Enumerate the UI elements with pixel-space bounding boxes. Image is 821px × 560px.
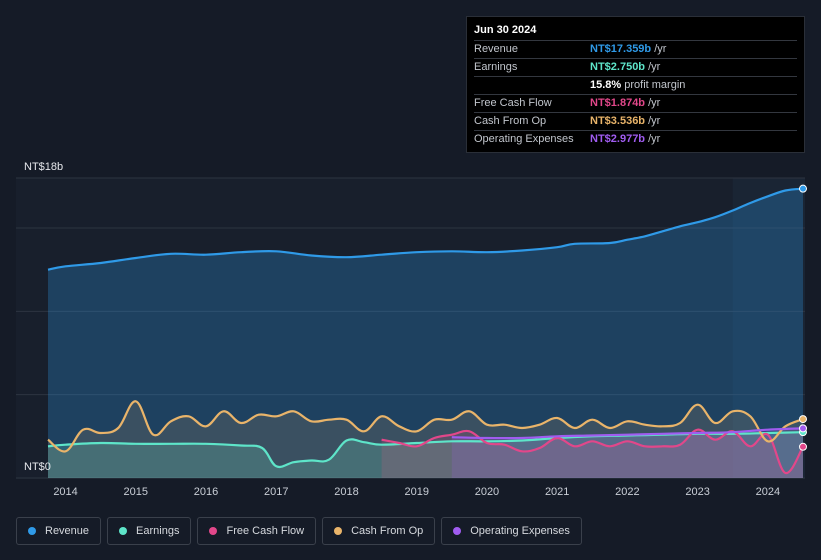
revenue-line	[47, 187, 804, 271]
free-cash-flow-area	[381, 429, 803, 478]
legend-dot-icon	[453, 527, 462, 535]
x-tick-2019: 2019	[404, 486, 428, 498]
tooltip-row-value: 15.8% profit margin	[590, 79, 686, 91]
tooltip-row-label: Earnings	[474, 61, 518, 73]
operating-expenses-line	[451, 427, 804, 440]
legend-label: Revenue	[45, 525, 90, 537]
tooltip-row: Earnings NT$2.750b /yr	[474, 58, 797, 76]
cash-from-op-endpoint	[799, 415, 807, 424]
x-tick-2020: 2020	[475, 486, 499, 498]
tooltip-row-label: Operating Expenses	[474, 133, 574, 145]
x-tick-2023: 2023	[685, 486, 709, 498]
operating-expenses-endpoint	[799, 424, 807, 433]
tooltip-row-label: Revenue	[474, 43, 519, 55]
tooltip-panel: Jun 30 2024 Revenue NT$17.359b /yr Earning…	[466, 16, 805, 153]
legend-item-earnings[interactable]: Earnings	[107, 517, 192, 545]
legend-item-operating-expenses[interactable]: Operating Expenses	[441, 517, 582, 545]
y-label-top: NT$18b	[24, 161, 63, 173]
x-tick-2021: 2021	[545, 486, 569, 498]
tooltip-row: Operating Expenses NT$2.977b /yr	[474, 130, 797, 148]
x-tick-2014: 2014	[53, 486, 77, 498]
legend-label: Earnings	[136, 525, 180, 537]
legend-label: Operating Expenses	[470, 525, 570, 537]
tooltip-row-value: NT$17.359b /yr	[590, 43, 667, 55]
tooltip-row-label	[474, 77, 590, 94]
tooltip-date: Jun 30 2024	[474, 24, 537, 36]
series-endpoints	[799, 184, 807, 451]
legend-dot-icon	[119, 527, 128, 535]
tooltip-row-value: NT$3.536b /yr	[590, 115, 661, 127]
tooltip-row: Free Cash Flow NT$1.874b /yr	[474, 94, 797, 112]
tooltip-row-value: NT$2.750b /yr	[590, 61, 661, 73]
cash-from-op-line	[47, 400, 804, 453]
revenue-area	[48, 188, 803, 478]
legend-label: Cash From Op	[351, 525, 424, 537]
legend-dot-icon	[209, 527, 218, 535]
x-tick-2016: 2016	[194, 486, 218, 498]
y-label-bottom: NT$0	[24, 461, 51, 473]
tooltip-row: Revenue NT$17.359b /yr	[474, 40, 797, 58]
x-tick-2015: 2015	[124, 486, 148, 498]
x-tick-2018: 2018	[334, 486, 358, 498]
tooltip-row-value: NT$2.977b /yr	[590, 133, 661, 145]
legend-label: Free Cash Flow	[226, 525, 305, 537]
legend: Revenue Earnings Free Cash Flow Cash From O…	[16, 517, 582, 545]
legend-item-revenue[interactable]: Revenue	[16, 517, 102, 545]
tooltip-row-label: Free Cash Flow	[474, 97, 552, 109]
x-tick-2024: 2024	[756, 486, 780, 498]
tooltip-row: Cash From Op NT$3.536b /yr	[474, 112, 797, 130]
x-tick-2022: 2022	[615, 486, 639, 498]
cash-from-op-area	[48, 401, 803, 478]
series-lines	[47, 187, 804, 475]
legend-dot-icon	[334, 527, 343, 535]
legend-dot-icon	[28, 527, 36, 535]
revenue-endpoint	[799, 184, 807, 193]
tooltip-row: 15.8% profit margin	[474, 76, 797, 94]
tooltip-rows: Revenue NT$17.359b /yr Earnings NT$2.750b /…	[474, 40, 797, 148]
tooltip-row-value: NT$1.874b /yr	[590, 97, 661, 109]
earnings-area	[48, 432, 803, 478]
tooltip-row-label: Cash From Op	[474, 115, 547, 127]
legend-item-cash-from-op[interactable]: Cash From Op	[322, 517, 436, 545]
legend-item-free-cash-flow[interactable]: Free Cash Flow	[197, 517, 317, 545]
series-areas	[48, 188, 803, 478]
free-cash-flow-endpoint	[799, 442, 807, 451]
x-tick-labels: 2014 2015 2016 2017 2018 2019 2020 2021 2022 2023…	[53, 486, 780, 498]
x-tick-2017: 2017	[264, 486, 288, 498]
